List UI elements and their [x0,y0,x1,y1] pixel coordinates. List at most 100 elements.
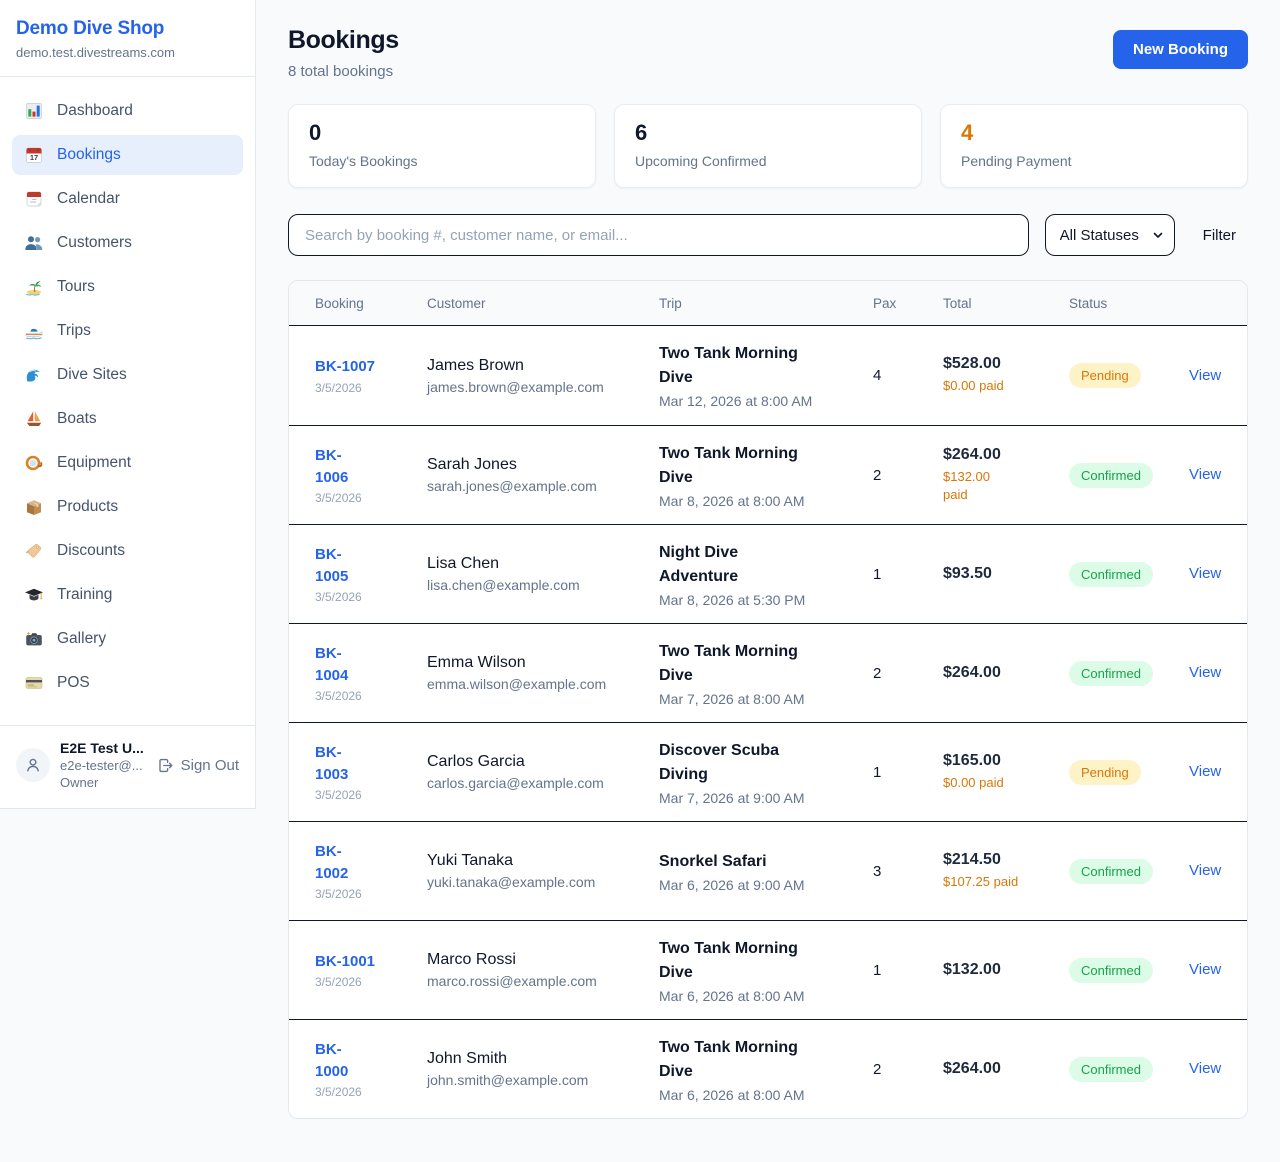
sidebar-item-tours[interactable]: Tours [12,267,243,307]
sign-out-icon [157,757,174,774]
sidebar-item-customers[interactable]: Customers [12,223,243,263]
paid-amount: $107.25 paid [943,873,1019,889]
trip-name: Two Tank Morning Dive [659,444,798,486]
total-cell: $264.00 [943,664,1069,682]
stat-label: Today's Bookings [309,153,418,169]
sidebar-item-trips[interactable]: Trips [12,311,243,351]
trip-cell: Two Tank Morning Dive Mar 8, 2026 at 8:00… [659,442,873,509]
sidebar-item-gallery[interactable]: Gallery [12,619,243,659]
shop-name: Demo Dive Shop [16,18,165,39]
sidebar-item-training[interactable]: Training [12,575,243,615]
page-heading-group: Bookings 8 total bookings [288,26,399,80]
booking-id-link[interactable]: BK-1004 [315,644,349,684]
sidebar-item-products[interactable]: Products [12,487,243,527]
booking-row: BK-1000 3/5/2026 John Smith john.smith@exam… [289,1019,1247,1118]
booking-id-link[interactable]: BK-1005 [315,545,349,585]
trip-cell: Night Dive Adventure Mar 8, 2026 at 5:30 … [659,541,873,608]
col-header-booking: Booking [315,295,364,311]
grad-cap-icon [24,585,44,605]
status-cell: Confirmed [1069,561,1189,587]
filter-button[interactable]: Filter [1191,219,1248,252]
sidebar: Demo Dive Shop demo.test.divestreams.com… [0,0,256,809]
sidebar-item-label: Equipment [57,454,132,471]
booking-date: 3/5/2026 [315,975,362,990]
view-cell: View [1189,367,1227,385]
view-link[interactable]: View [1189,763,1222,780]
status-badge: Pending [1069,759,1141,785]
trip-cell: Discover Scuba Diving Mar 7, 2026 at 9:00… [659,739,873,806]
booking-id-link[interactable]: BK-1002 [315,842,349,882]
stat-card-today-s-bookings: 0 Today's Bookings [288,104,596,188]
new-booking-button[interactable]: New Booking [1112,30,1248,69]
total-amount: $93.50 [943,565,992,582]
island-icon [24,277,44,297]
page-header: Bookings 8 total bookings New Booking [288,26,1248,80]
paid-amount: $132.00 paid [943,468,990,502]
status-badge: Pending [1069,363,1141,388]
sidebar-item-boats[interactable]: Boats [12,399,243,439]
view-link[interactable]: View [1189,466,1222,483]
page-title: Bookings [288,26,399,54]
sidebar-item-label: Bookings [57,146,121,163]
sidebar-item-calendar[interactable]: Calendar [12,179,243,219]
sidebar-item-label: Dive Sites [57,366,127,383]
booking-date: 3/5/2026 [315,1085,362,1100]
booking-id-link[interactable]: BK-1000 [315,1040,349,1080]
status-badge: Confirmed [1069,1056,1153,1082]
view-link[interactable]: View [1189,961,1222,978]
status-filter-select[interactable]: All Statuses [1044,214,1175,256]
view-link[interactable]: View [1189,366,1222,384]
booking-id-link[interactable]: BK-1001 [315,952,376,970]
customer-name: Sarah Jones [427,456,517,473]
view-link[interactable]: View [1189,862,1222,879]
trip-datetime: Mar 8, 2026 at 8:00 AM [659,492,805,509]
stat-label: Upcoming Confirmed [635,153,767,169]
booking-cell: BK-1006 3/5/2026 [315,445,427,506]
pax-count: 1 [873,565,882,583]
sidebar-item-discounts[interactable]: Discounts [12,531,243,571]
search-input[interactable] [288,214,1029,256]
booking-date: 3/5/2026 [315,491,362,506]
view-link[interactable]: View [1189,664,1222,681]
booking-id-link[interactable]: BK-1003 [315,743,349,783]
status-cell: Confirmed [1069,462,1189,488]
customer-cell: Emma Wilson emma.wilson@example.com [427,654,659,692]
view-link[interactable]: View [1189,565,1222,582]
trip-cell: Two Tank Morning Dive Mar 6, 2026 at 8:00… [659,937,873,1004]
booking-date: 3/5/2026 [315,788,362,803]
view-link[interactable]: View [1189,1060,1222,1077]
customer-email: carlos.garcia@example.com [427,775,604,791]
view-cell: View [1189,664,1227,682]
status-cell: Pending [1069,759,1189,785]
sidebar-item-dashboard[interactable]: Dashboard [12,91,243,131]
booking-id-link[interactable]: BK-1007 [315,358,376,376]
view-cell: View [1189,862,1227,880]
sidebar-item-equipment[interactable]: Equipment [12,443,243,483]
booking-row: BK-1001 3/5/2026 Marco Rossi marco.rossi@ex… [289,920,1247,1019]
booking-cell: BK-1000 3/5/2026 [315,1039,427,1100]
trip-datetime: Mar 6, 2026 at 8:00 AM [659,987,805,1004]
sidebar-item-label: Calendar [57,190,120,207]
sidebar-item-label: Tours [57,278,95,295]
booking-row: BK-1002 3/5/2026 Yuki Tanaka yuki.tanaka@ex… [289,821,1247,920]
trip-cell: Two Tank Morning Dive Mar 7, 2026 at 8:00… [659,640,873,707]
trip-name: Two Tank Morning Dive [659,1038,798,1080]
trip-datetime: Mar 6, 2026 at 8:00 AM [659,1086,805,1103]
pax-count: 2 [873,664,882,682]
trip-cell: Snorkel Safari Mar 6, 2026 at 9:00 AM [659,850,873,893]
sign-out-button[interactable]: Sign Out [157,757,239,774]
sidebar-item-dive-sites[interactable]: Dive Sites [12,355,243,395]
booking-cell: BK-1005 3/5/2026 [315,544,427,605]
booking-id-link[interactable]: BK-1006 [315,446,349,486]
page-subtitle: 8 total bookings [288,63,394,80]
booking-row: BK-1004 3/5/2026 Emma Wilson emma.wilson@ex… [289,623,1247,722]
avatar [16,748,50,782]
booking-cell: BK-1003 3/5/2026 [315,742,427,803]
sidebar-item-pos[interactable]: POS [12,663,243,703]
sidebar-item-bookings[interactable]: 17 Bookings [12,135,243,175]
total-amount: $132.00 [943,961,1001,978]
col-header-customer: Customer [427,295,486,311]
booking-cell: BK-1007 3/5/2026 [315,356,427,395]
stat-value: 6 [635,120,648,145]
total-cell: $93.50 [943,565,1069,583]
